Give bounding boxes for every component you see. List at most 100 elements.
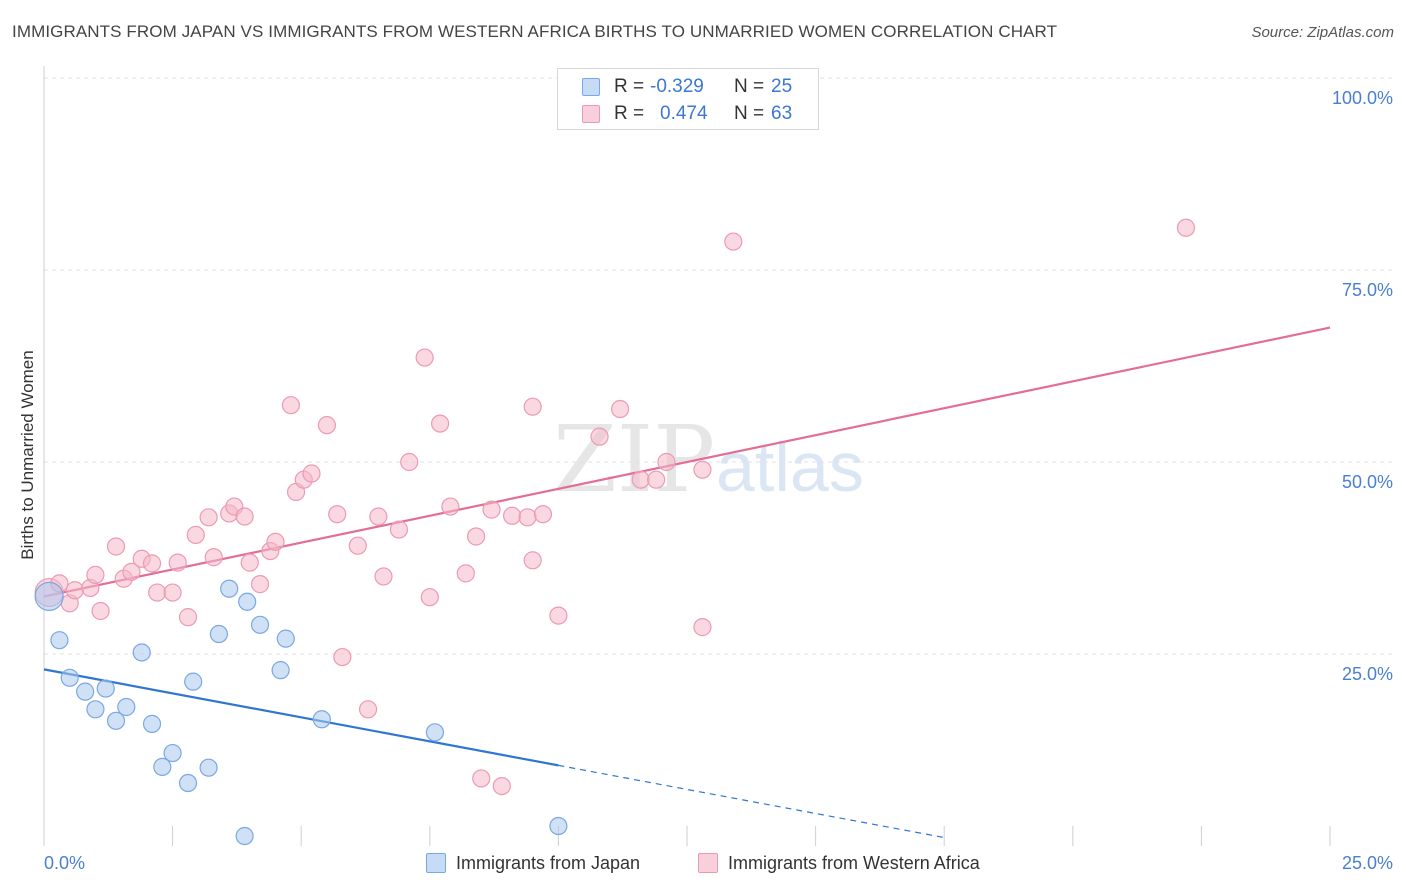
r-value: -0.329 [650,76,704,97]
data-point-western-africa [240,553,259,572]
correlation-stats-box: R = -0.329 N = 25 R = 0.474 N = 63 [557,68,819,130]
data-point-japan [142,714,162,733]
data-point-japan [199,758,218,777]
data-point-western-africa [657,452,676,472]
data-point-japan [425,723,445,742]
data-point-japan [235,826,254,846]
data-point-western-africa [317,416,337,435]
data-point-western-africa [106,537,126,556]
data-point-japan [220,579,239,598]
data-point-western-africa [533,505,553,524]
data-point-western-africa [518,508,537,527]
data-point-western-africa [266,532,285,551]
data-point-japan [132,643,151,662]
data-point-japan [76,682,95,701]
x-tick-label: 25.0% [1342,853,1393,873]
data-point-western-africa [647,470,666,489]
data-point-japan [271,661,290,680]
data-point-japan [50,631,69,650]
trend-line-extension-0 [558,764,945,839]
data-point-western-africa [91,601,110,621]
data-point-western-africa [302,464,321,483]
data-point-western-africa [163,583,182,602]
data-point-western-africa [168,553,187,572]
data-point-western-africa [281,396,301,415]
legend-japan-swatch [426,853,446,873]
data-point-western-africa [1176,218,1196,237]
data-point-japan [250,615,270,634]
legend-western-africa-label: Immigrants from Western Africa [728,853,980,873]
data-point-japan [312,710,331,729]
data-point-western-africa [549,606,568,625]
data-point-western-africa [204,548,223,567]
data-point-western-africa [482,500,501,519]
r-label: R = [614,103,645,124]
watermark: ZIP atlas [553,406,864,513]
data-point-western-africa [523,397,542,416]
data-point-japan [184,672,203,691]
r-label: R = [614,76,645,97]
y-tick-label: 100.0% [1332,88,1393,108]
axes [43,66,1331,846]
data-point-western-africa [86,565,105,584]
data-point-western-africa [441,497,460,516]
data-point-western-africa [472,769,491,788]
data-point-western-africa [389,520,409,539]
data-point-western-africa [430,414,450,433]
data-point-western-africa [235,507,254,526]
trend-line-1 [43,326,1331,598]
data-point-western-africa [631,470,650,489]
data-point-western-africa [503,506,522,525]
r-value: 0.474 [660,103,708,124]
data-point-western-africa [415,348,434,367]
data-point-western-africa [358,700,378,719]
n-label: N = [734,103,765,124]
data-point-western-africa [693,460,712,479]
data-point-japan [153,757,172,776]
western-africa-swatch [582,105,600,123]
data-point-western-africa [348,536,367,555]
data-point-western-africa [400,452,419,472]
data-point-japan [34,581,64,612]
tick-labels: 25.0% 50.0% 75.0% 100.0% 0.0% 25.0% [44,88,1393,873]
legend-japan-label: Immigrants from Japan [456,853,641,873]
data-point-western-africa [611,399,630,419]
n-value: 25 [771,76,793,97]
y-tick-label: 25.0% [1342,664,1393,684]
data-point-japan [276,629,295,648]
data-point-western-africa [328,505,347,524]
data-point-western-africa [420,588,439,607]
data-point-western-africa [122,562,141,581]
data-point-western-africa [186,525,205,545]
data-point-western-africa [693,618,712,637]
data-point-western-africa [142,554,162,573]
data-point-japan [178,773,198,793]
data-points [34,218,1196,846]
data-point-western-africa [250,575,270,594]
data-point-western-africa [333,647,352,667]
data-point-japan [96,679,115,698]
data-point-japan [238,592,257,611]
n-label: N = [734,76,765,97]
n-value: 63 [771,103,793,124]
source-label: Source: ZipAtlas.com [1251,24,1394,41]
y-axis-label: Births to Unmarried Women [18,350,37,560]
data-point-western-africa [178,608,198,627]
data-point-western-africa [492,776,511,796]
data-point-western-africa [724,232,743,251]
trend-line-0 [43,668,559,767]
y-tick-label: 50.0% [1342,472,1393,492]
data-point-western-africa [369,507,388,526]
data-point-western-africa [456,564,475,583]
data-point-japan [117,697,136,717]
trend-lines [43,326,1331,839]
chart-title: IMMIGRANTS FROM JAPAN VS IMMIGRANTS FROM… [12,22,1058,41]
data-point-japan [163,743,182,763]
watermark-zip: ZIP [553,406,715,513]
data-point-western-africa [148,583,167,602]
data-point-western-africa [374,567,393,586]
data-point-western-africa [466,527,486,546]
data-point-japan [209,624,228,644]
data-point-japan [549,816,568,836]
